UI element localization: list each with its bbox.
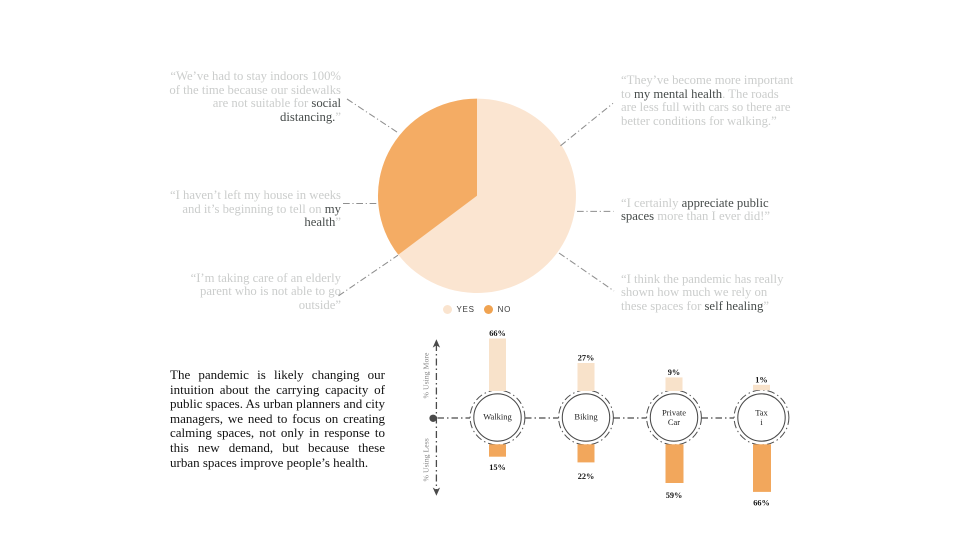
svg-text:Tax: Tax <box>755 407 768 417</box>
svg-text:1%: 1% <box>755 376 767 385</box>
svg-text:i: i <box>760 417 763 427</box>
svg-text:Biking: Biking <box>574 411 598 421</box>
svg-text:22%: 22% <box>578 472 595 481</box>
svg-text:9%: 9% <box>668 368 680 377</box>
svg-text:Private: Private <box>662 407 686 417</box>
svg-text:% Using Less: % Using Less <box>422 438 431 481</box>
svg-text:27%: 27% <box>578 354 595 363</box>
svg-text:59%: 59% <box>666 491 683 500</box>
svg-text:Walking: Walking <box>483 411 512 421</box>
svg-text:66%: 66% <box>753 499 770 508</box>
svg-text:15%: 15% <box>489 463 506 472</box>
svg-text:66%: 66% <box>489 329 506 338</box>
svg-text:% Using More: % Using More <box>422 352 431 398</box>
svg-text:Car: Car <box>668 417 680 427</box>
